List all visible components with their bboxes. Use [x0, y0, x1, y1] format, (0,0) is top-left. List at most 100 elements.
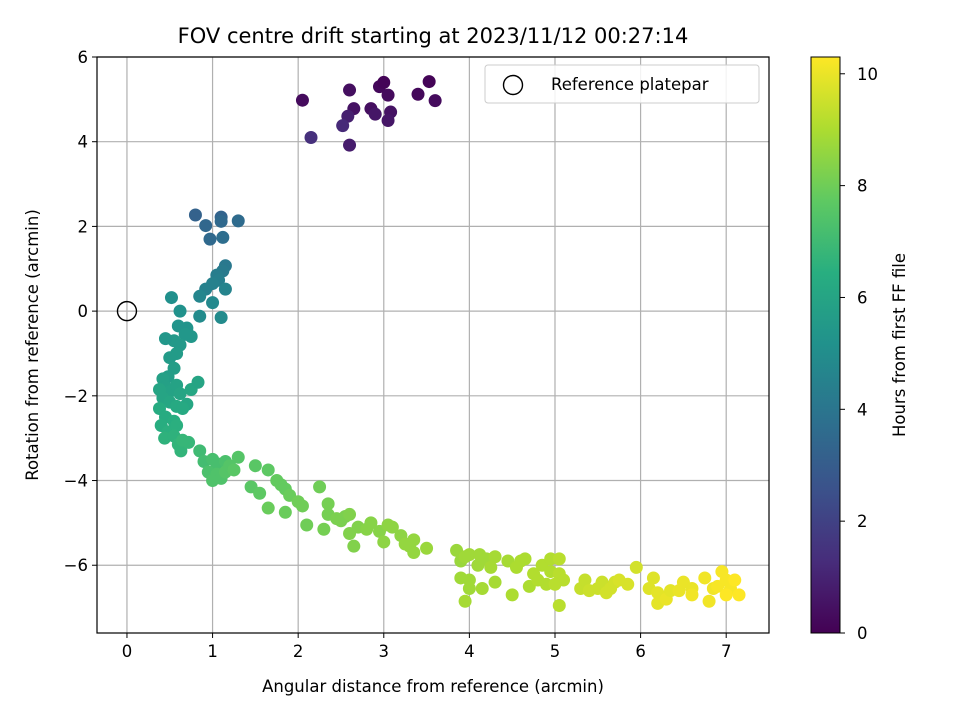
- colorbar-tick-label: 6: [857, 288, 868, 307]
- x-tick-label: 4: [464, 642, 475, 661]
- y-tick-label: −2: [64, 387, 88, 406]
- data-point: [428, 94, 442, 108]
- legend-label: Reference platepar: [551, 75, 709, 94]
- data-point: [381, 114, 395, 128]
- data-points: [152, 75, 746, 612]
- data-point: [178, 327, 192, 341]
- data-point: [176, 402, 190, 416]
- data-point: [381, 88, 395, 102]
- data-point: [343, 507, 357, 521]
- data-point: [216, 230, 230, 244]
- data-point: [158, 332, 172, 346]
- colorbar-tick-label: 2: [857, 512, 868, 531]
- y-axis-ticks: 6 4 2 0 −2 −4 −6: [64, 48, 97, 575]
- x-tick-label: 0: [122, 642, 133, 661]
- data-point: [646, 571, 660, 585]
- data-point: [420, 541, 434, 555]
- data-point: [321, 497, 335, 511]
- x-tick-label: 5: [550, 642, 561, 661]
- data-point: [629, 560, 643, 574]
- legend: Reference platepar: [484, 64, 760, 104]
- y-axis-label: Rotation from reference (arcmin): [23, 209, 42, 481]
- data-point: [206, 296, 220, 310]
- chart-title: FOV centre drift starting at 2023/11/12 …: [178, 24, 689, 48]
- x-tick-label: 2: [293, 642, 304, 661]
- data-point: [462, 548, 476, 562]
- data-point: [732, 588, 746, 602]
- y-tick-label: 6: [78, 48, 89, 67]
- data-point: [193, 289, 207, 303]
- y-tick-label: −6: [64, 556, 88, 575]
- legend-marker: [502, 74, 524, 96]
- y-tick-label: 2: [78, 217, 89, 236]
- data-point: [300, 518, 314, 532]
- y-tick-label: 0: [78, 302, 89, 321]
- data-point: [475, 582, 489, 596]
- data-point: [278, 505, 292, 519]
- data-point: [368, 107, 382, 121]
- data-point: [317, 522, 331, 536]
- data-point: [214, 310, 228, 324]
- data-point: [253, 486, 267, 500]
- data-point: [552, 598, 566, 612]
- data-point: [174, 444, 188, 458]
- data-point: [702, 594, 716, 608]
- data-point: [261, 463, 275, 477]
- y-tick-label: 4: [78, 133, 89, 152]
- data-point: [164, 291, 178, 305]
- x-tick-label: 3: [379, 642, 390, 661]
- data-point: [347, 539, 361, 553]
- data-point: [719, 588, 733, 602]
- data-point: [173, 387, 187, 401]
- data-point: [343, 83, 357, 97]
- data-point: [295, 93, 309, 107]
- data-point: [411, 87, 425, 101]
- data-point: [552, 552, 566, 566]
- data-point: [484, 560, 498, 574]
- data-point: [193, 309, 207, 323]
- colorbar-tick-label: 10: [857, 65, 878, 84]
- colorbar: [810, 56, 841, 634]
- data-point: [163, 351, 177, 365]
- colorbar-tick-label: 4: [857, 400, 868, 419]
- x-tick-label: 6: [635, 642, 646, 661]
- data-point: [462, 582, 476, 596]
- data-point: [578, 573, 592, 587]
- data-point: [188, 208, 202, 222]
- data-point: [364, 516, 378, 530]
- grid-lines: [97, 56, 769, 633]
- x-tick-label: 7: [721, 642, 732, 661]
- y-tick-label: −4: [64, 472, 88, 491]
- data-point: [488, 575, 502, 589]
- data-point: [548, 577, 562, 591]
- data-point: [377, 75, 391, 89]
- data-point: [488, 550, 502, 564]
- reference-point: [116, 300, 138, 322]
- data-point: [313, 480, 327, 494]
- data-point: [214, 214, 228, 228]
- data-point: [227, 463, 241, 477]
- data-point: [191, 375, 205, 389]
- data-point: [422, 75, 436, 89]
- colorbar-tick-label: 0: [857, 624, 868, 643]
- reference-marker: [116, 300, 138, 322]
- data-point: [407, 533, 421, 547]
- data-point: [458, 594, 472, 608]
- data-point: [193, 444, 207, 458]
- data-point: [518, 552, 532, 566]
- data-point: [621, 577, 635, 591]
- data-point: [261, 501, 275, 515]
- data-point: [218, 282, 232, 296]
- data-point: [248, 459, 262, 473]
- data-point: [231, 450, 245, 464]
- data-point: [336, 119, 350, 133]
- data-point: [377, 535, 391, 549]
- plot-frame: [96, 56, 770, 634]
- data-point: [698, 571, 712, 585]
- data-point: [203, 232, 217, 246]
- x-tick-label: 1: [207, 642, 218, 661]
- data-point: [231, 214, 245, 228]
- x-axis-label: Angular distance from reference (arcmin): [262, 677, 604, 696]
- data-point: [407, 546, 421, 560]
